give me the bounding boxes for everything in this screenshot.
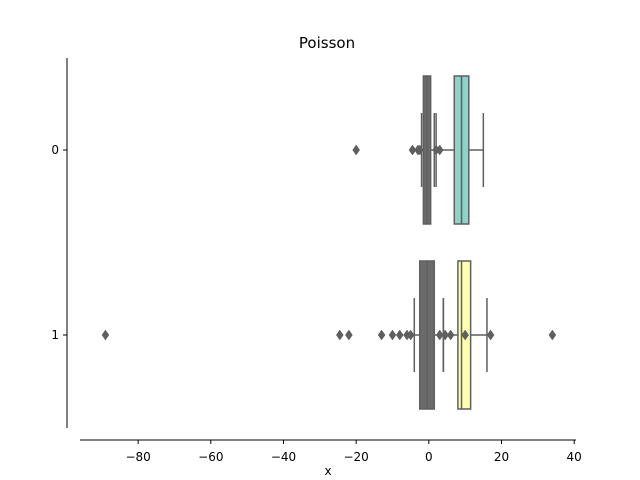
x-tick-label: 20 <box>494 450 509 464</box>
outlier-point <box>435 329 444 341</box>
x-tick-label: 0 <box>425 450 433 464</box>
x-tick-label: 40 <box>567 450 582 464</box>
y-tick-label: 1 <box>51 328 59 342</box>
outlier-point <box>101 329 110 341</box>
y-axis-ticks: 01 <box>51 143 67 342</box>
chart-title: Poisson <box>299 34 355 52</box>
x-tick-label: −80 <box>125 450 150 464</box>
outlier-point <box>435 144 444 156</box>
outlier-point <box>406 329 415 341</box>
outlier-point <box>486 329 495 341</box>
outlier-point <box>352 144 360 156</box>
outlier-point <box>377 329 386 341</box>
outlier-point <box>415 144 424 156</box>
outlier-point <box>388 329 397 341</box>
outlier-point <box>345 329 353 341</box>
x-axis-ticks: −80 −60 −40 −20 0 20 40 <box>125 440 582 464</box>
x-tick-label: −40 <box>271 450 296 464</box>
x-tick-label: −20 <box>343 450 368 464</box>
outlier-point <box>461 329 469 341</box>
outlier-point <box>395 329 404 341</box>
outlier-point <box>446 329 455 341</box>
outlier-point <box>441 329 449 341</box>
x-axis-label: x <box>324 464 331 478</box>
outlier-point <box>408 144 417 156</box>
plot-area <box>101 75 557 410</box>
x-tick-label: −60 <box>198 450 223 464</box>
outlier-point <box>548 329 557 341</box>
outlier-point <box>336 329 344 341</box>
y-tick-label: 0 <box>51 143 59 157</box>
